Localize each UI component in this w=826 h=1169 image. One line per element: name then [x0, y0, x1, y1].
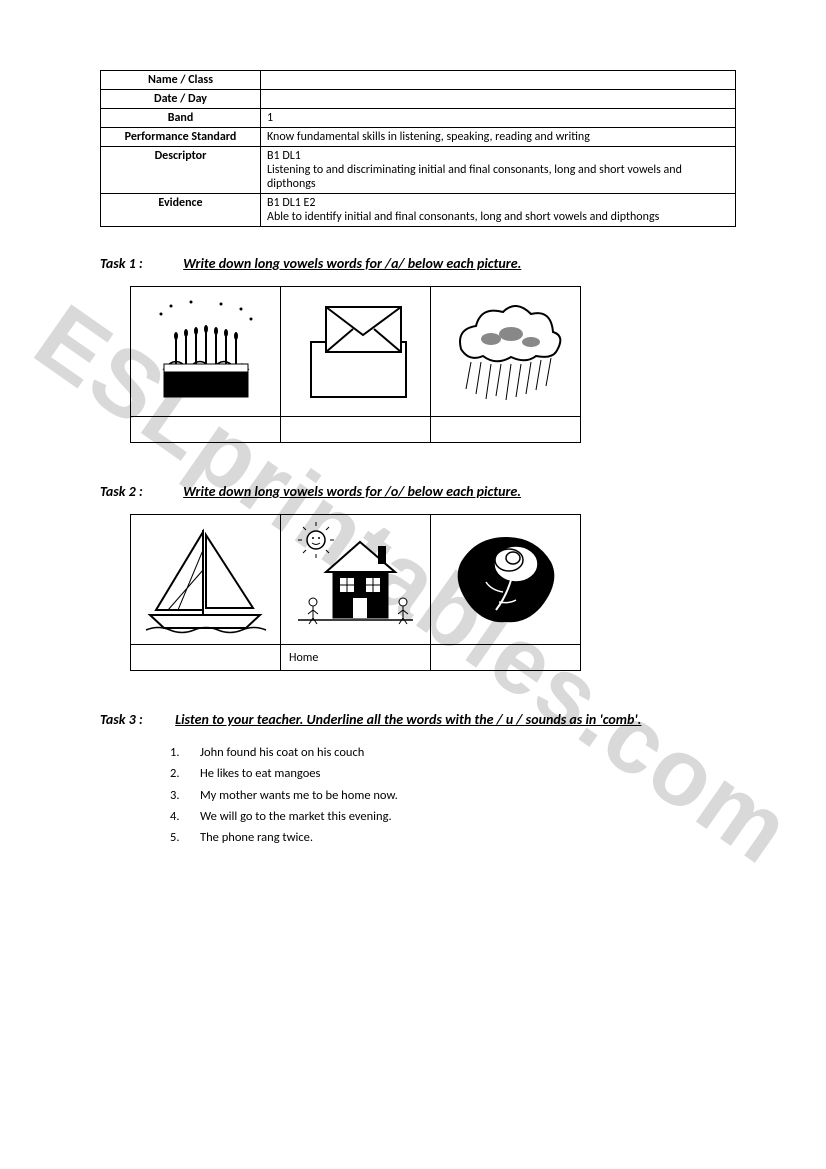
sentence-row: 2.He likes to eat mangoes: [170, 763, 736, 784]
info-value: [261, 90, 736, 109]
task2-answer-1[interactable]: [131, 645, 281, 671]
task1-answer-2[interactable]: [281, 417, 431, 443]
rose-icon: [441, 522, 571, 637]
task1-label: Task 1 :: [100, 255, 180, 272]
rain-icon: [441, 294, 571, 409]
mail-icon: [291, 297, 421, 407]
info-value: B1 DL1 Listening to and discriminating i…: [261, 147, 736, 194]
sentence-text: My mother wants me to be home now.: [200, 785, 398, 806]
info-label: Name / Class: [101, 71, 261, 90]
task1-answer-1[interactable]: [131, 417, 281, 443]
info-label: Date / Day: [101, 90, 261, 109]
task2-heading: Task 2 : Write down long vowels words fo…: [100, 483, 736, 500]
task2-picture-table: Home: [130, 514, 581, 671]
rose-picture: [431, 515, 581, 645]
sentence-num: 3.: [170, 785, 200, 806]
sentence-text: We will go to the market this evening.: [200, 806, 392, 827]
sentence-num: 2.: [170, 763, 200, 784]
info-label: Evidence: [101, 194, 261, 227]
task1-desc: Write down long vowels words for /a/ bel…: [183, 255, 521, 272]
info-label: Band: [101, 109, 261, 128]
sentence-row: 1.John found his coat on his couch: [170, 742, 736, 763]
info-row-descriptor: DescriptorB1 DL1 Listening to and discri…: [101, 147, 736, 194]
cake-icon: [146, 294, 266, 409]
task1-picture-table: [130, 286, 581, 443]
sentence-num: 4.: [170, 806, 200, 827]
info-table: Name / Class Date / Day Band1 Performanc…: [100, 70, 736, 227]
task1-heading: Task 1 : Write down long vowels words fo…: [100, 255, 736, 272]
info-row-performance: Performance StandardKnow fundamental ski…: [101, 128, 736, 147]
task3-heading: Task 3 : Listen to your teacher. Underli…: [100, 711, 736, 728]
cake-picture: [131, 287, 281, 417]
sentence-text: John found his coat on his couch: [200, 742, 364, 763]
boat-icon: [138, 520, 273, 640]
info-label: Performance Standard: [101, 128, 261, 147]
boat-picture: [131, 515, 281, 645]
sentence-row: 3.My mother wants me to be home now.: [170, 785, 736, 806]
sentence-text: The phone rang twice.: [200, 827, 313, 848]
sentence-num: 1.: [170, 742, 200, 763]
home-icon: [288, 520, 423, 640]
info-row-date: Date / Day: [101, 90, 736, 109]
info-row-band: Band1: [101, 109, 736, 128]
info-row-evidence: EvidenceB1 DL1 E2 Able to identify initi…: [101, 194, 736, 227]
sentence-num: 5.: [170, 827, 200, 848]
rain-picture: [431, 287, 581, 417]
task2-answer-2[interactable]: Home: [281, 645, 431, 671]
info-value: [261, 71, 736, 90]
task3-desc: Listen to your teacher. Underline all th…: [175, 711, 641, 728]
task2-label: Task 2 :: [100, 483, 180, 500]
sentence-row: 4.We will go to the market this evening.: [170, 806, 736, 827]
info-value: 1: [261, 109, 736, 128]
sentence-text: He likes to eat mangoes: [200, 763, 320, 784]
info-value: Know fundamental skills in listening, sp…: [261, 128, 736, 147]
info-label: Descriptor: [101, 147, 261, 194]
sentence-row: 5.The phone rang twice.: [170, 827, 736, 848]
worksheet-page: Name / Class Date / Day Band1 Performanc…: [0, 0, 826, 888]
task2-desc: Write down long vowels words for /o/ bel…: [183, 483, 521, 500]
mail-picture: [281, 287, 431, 417]
task3-label: Task 3 :: [100, 711, 172, 728]
task2-answer-3[interactable]: [431, 645, 581, 671]
task1-answer-3[interactable]: [431, 417, 581, 443]
info-value: B1 DL1 E2 Able to identify initial and f…: [261, 194, 736, 227]
home-picture: [281, 515, 431, 645]
task3-sentences: 1.John found his coat on his couch 2.He …: [170, 742, 736, 848]
info-row-name: Name / Class: [101, 71, 736, 90]
